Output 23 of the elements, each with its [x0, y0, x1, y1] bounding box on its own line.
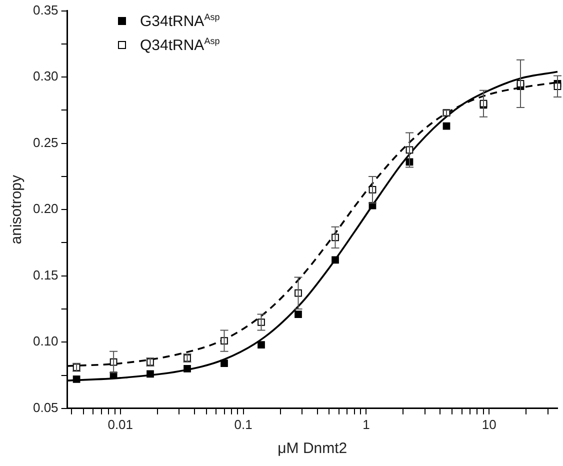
point	[146, 370, 154, 378]
point	[258, 341, 265, 348]
x-tick-label: 1	[362, 416, 370, 432]
x-tick-label: 10	[482, 416, 496, 432]
x-tick-label: 0.01	[108, 416, 134, 432]
y-axis-title: anisotropy	[8, 174, 26, 244]
y-tick-label: 0.35	[32, 2, 58, 18]
point	[442, 122, 450, 130]
legend-label: G34tRNA$^{Asp}$	[140, 12, 220, 30]
y-tick-label: 0.25	[32, 134, 58, 150]
point	[184, 364, 191, 372]
y-tick-label: 0.30	[32, 68, 58, 84]
legend-label: Q34tRNA$^{Asp}$	[140, 36, 220, 54]
x-axis-title: μM Dnmt2	[278, 440, 348, 458]
point	[332, 256, 339, 264]
y-tick-label: 0.05	[32, 400, 58, 415]
y-tick-label: 0.20	[32, 201, 58, 216]
point	[294, 310, 302, 318]
y-tick-label: 0.15	[32, 267, 58, 282]
point	[220, 360, 228, 368]
x-tick-label: 0.1	[234, 416, 252, 432]
y-tick-label: 0.10	[32, 334, 58, 349]
point	[72, 376, 80, 383]
